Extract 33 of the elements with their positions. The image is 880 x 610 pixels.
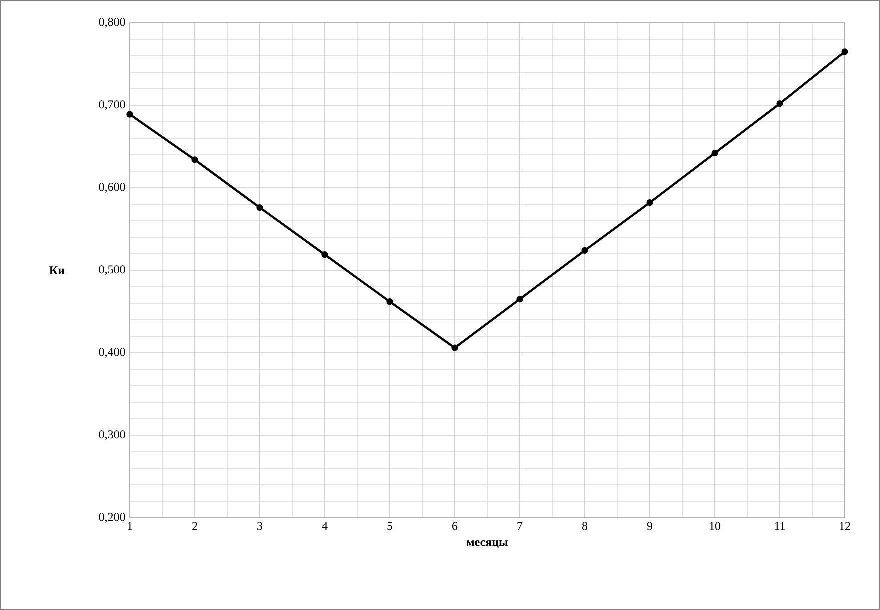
y-tick-label: 0,200 <box>99 513 126 523</box>
x-tick-label: 3 <box>258 522 263 530</box>
x-tick-label: 4 <box>322 522 328 530</box>
x-tick-label: 7 <box>518 522 523 530</box>
point <box>192 156 198 164</box>
x-tick-label: 11 <box>775 522 786 530</box>
point <box>646 200 654 206</box>
point <box>256 204 264 212</box>
x-axis-title: месяцы <box>466 540 508 548</box>
y-axis-title: Ки <box>50 266 65 274</box>
y-tick-label: 0,600 <box>99 183 126 193</box>
point <box>776 100 784 108</box>
point <box>582 247 588 254</box>
y-tick-label: 0,700 <box>99 100 126 110</box>
x-tick-label: 6 <box>452 522 458 530</box>
x-tick-label: 10 <box>710 522 721 530</box>
x-tick-label: 1 <box>128 522 132 530</box>
point <box>386 298 394 306</box>
y-tick-label: 0,300 <box>99 430 126 440</box>
x-tick-label: 2 <box>192 522 198 530</box>
x-tick-label: 12 <box>840 522 850 530</box>
x-tick-label: 9 <box>647 522 653 530</box>
point <box>842 48 848 56</box>
x-tick-label: 8 <box>582 522 588 530</box>
point <box>712 150 718 157</box>
point <box>516 296 524 303</box>
point <box>452 344 458 352</box>
y-tick-label: 0,500 <box>99 266 126 276</box>
y-tick-label: 0,800 <box>99 18 126 28</box>
point <box>322 252 328 258</box>
y-tick-label: 0,400 <box>99 348 126 358</box>
x-tick-label: 5 <box>388 522 393 530</box>
point <box>126 111 134 118</box>
